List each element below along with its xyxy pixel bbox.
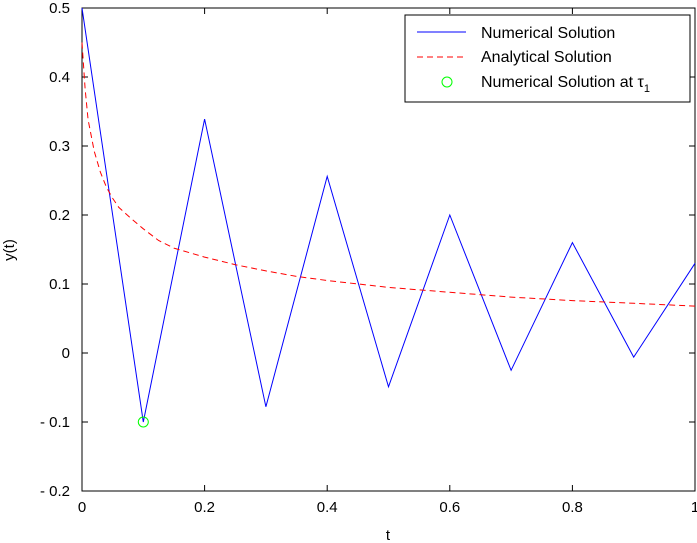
- legend-label-marker-sub: 1: [644, 83, 650, 95]
- y-tick-label: 0.2: [49, 207, 70, 224]
- x-tick-label: 0.8: [562, 499, 583, 516]
- y-tick-label: 0.3: [49, 138, 70, 155]
- marker-point: [137, 416, 149, 428]
- y-tick-label: 0: [62, 345, 70, 362]
- y-axis-label: y(t): [1, 239, 18, 261]
- legend-label-analytical: Analytical Solution: [481, 49, 612, 66]
- y-tick-label: - 0.1: [40, 414, 70, 431]
- x-axis-label: t: [386, 527, 391, 543]
- legend-label-marker: Numerical Solution at τ1: [481, 74, 650, 95]
- legend-box: [404, 14, 691, 103]
- series-line-0: [81, 7, 696, 423]
- legend: Numerical Solution Analytical Solution N…: [404, 14, 691, 103]
- legend-label-numerical: Numerical Solution: [481, 25, 615, 42]
- y-tick-label: - 0.2: [40, 483, 70, 500]
- x-tick-label: 1: [691, 499, 697, 516]
- series-group: [81, 7, 696, 423]
- legend-label-marker-main: Numerical Solution at τ: [481, 74, 645, 91]
- x-tick-label: 0: [78, 499, 86, 516]
- marker-group: [137, 416, 149, 428]
- y-tick-label: 0.1: [49, 276, 70, 293]
- x-tick-label: 0.2: [194, 499, 215, 516]
- y-tick-label: 0.4: [49, 69, 70, 86]
- y-tick-label: 0.5: [49, 0, 70, 17]
- series-line-1: [81, 42, 696, 307]
- x-tick-label: 0.6: [439, 499, 460, 516]
- legend-swatch-marker: [441, 76, 453, 88]
- x-tick-label: 0.4: [317, 499, 338, 516]
- axis-ticks: 0 0.2 0.4 0.6 0.8 1 - 0.2 - 0.1 0 0.1 0.2 0.3 0.4 0.5: [40, 0, 697, 516]
